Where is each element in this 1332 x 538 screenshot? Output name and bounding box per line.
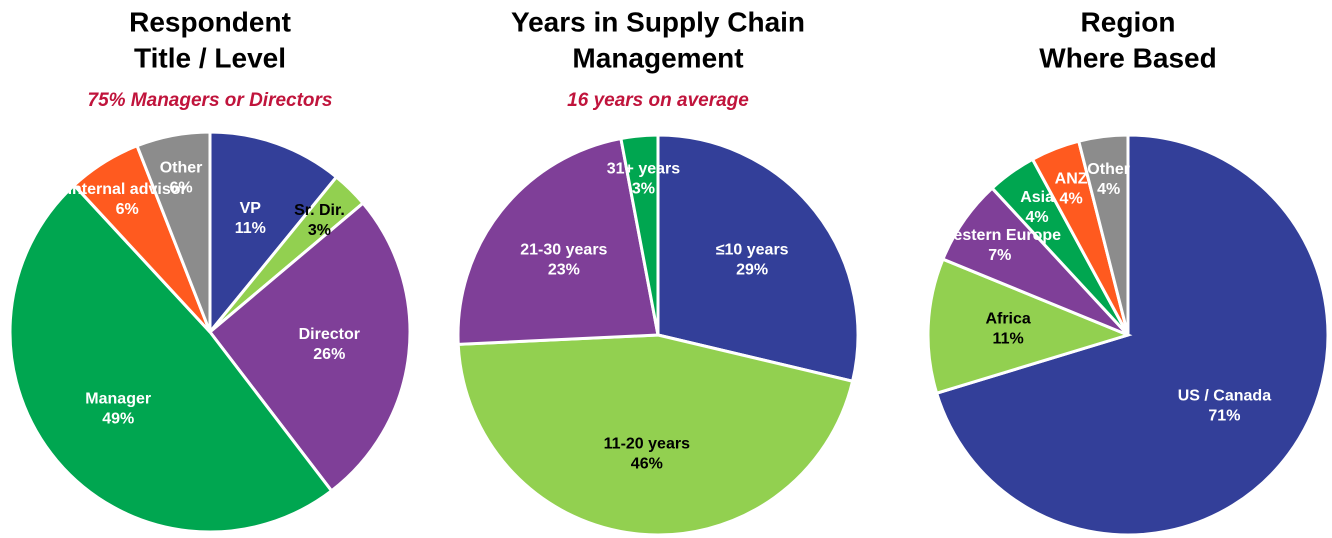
pie-slice [208, 130, 339, 337]
pie-slice [934, 133, 1330, 537]
slice-value-label: 4% [1026, 209, 1049, 226]
pie-slice [926, 257, 1133, 396]
slice-value-label: 29% [736, 262, 768, 279]
slice-label: US / Canada 71% [1178, 388, 1271, 425]
slice-label: VP 11% [235, 200, 266, 237]
slice-label: Western Europe 7% [939, 227, 1062, 264]
slice-label: Manager 49% [85, 391, 151, 428]
slice-category: Western Europe [939, 227, 1062, 244]
pie-slice [135, 130, 212, 333]
slice-label: 11-20 years 46% [604, 436, 690, 473]
pie-slice [456, 136, 660, 346]
slice-category: US / Canada [1178, 388, 1271, 405]
slice-label: ANZ 4% [1055, 171, 1088, 208]
slice-label: Director 26% [299, 326, 360, 363]
slice-value-label: 23% [548, 262, 580, 279]
pie-slice [207, 201, 412, 493]
slice-label: Asia 4% [1020, 189, 1054, 226]
slice-value-label: 4% [1060, 191, 1083, 208]
slice-value-label: 3% [632, 181, 655, 198]
slice-label: 21-30 years 23% [520, 242, 607, 279]
slice-category: Asia [1020, 189, 1054, 206]
slice-category: 11-20 years [604, 436, 690, 453]
slice-value-label: 7% [988, 247, 1011, 264]
chart-title: Management [572, 42, 743, 73]
slice-label: Other 6% [160, 160, 203, 197]
slice-value-label: 6% [169, 180, 192, 197]
chart-title: Respondent [129, 6, 291, 37]
slice-label: Internal advisor 6% [68, 181, 187, 218]
slice-value-label: 26% [313, 346, 345, 363]
slice-value-label: 4% [1097, 181, 1120, 198]
slice-category: 21-30 years [520, 242, 607, 259]
slice-value-label: 11% [993, 331, 1024, 348]
slice-value-label: 71% [1208, 408, 1240, 425]
chart-title: Where Based [1039, 42, 1216, 73]
slice-value-label: 46% [631, 456, 663, 473]
slice-label: Other 4% [1087, 161, 1130, 198]
pie-slice [456, 333, 855, 537]
slice-category: Other [160, 160, 203, 177]
chart-title: Region [1081, 6, 1176, 37]
slice-category: ≤10 years [716, 242, 789, 259]
slice-category: Manager [85, 391, 151, 408]
pie-slice [656, 133, 860, 384]
slice-category: 31+ years [607, 161, 681, 178]
slice-value-label: 3% [308, 222, 331, 239]
slice-label: Africa 11% [985, 311, 1030, 348]
slice-value-label: 6% [116, 201, 139, 218]
slice-category: VP [240, 200, 262, 217]
slice-category: ANZ [1055, 171, 1088, 188]
slice-value-label: 11% [235, 220, 266, 237]
slice-category: Internal advisor [68, 181, 187, 198]
slice-label: ≤10 years 29% [716, 242, 789, 279]
pie-slice [1076, 133, 1130, 336]
slice-label: 31+ years 3% [607, 161, 681, 198]
pie-slice [8, 183, 334, 534]
chart-subtitle: 75% Managers or Directors [88, 90, 333, 111]
slice-category: Africa [985, 311, 1030, 328]
slice-category: Sr. Dir. [294, 202, 345, 219]
pie-slice [619, 133, 660, 336]
slice-label: Sr. Dir. 3% [294, 202, 345, 239]
slice-category: Other [1087, 161, 1130, 178]
chart-title: Title / Level [134, 42, 286, 73]
slice-category: Director [299, 326, 360, 343]
chart-title: Years in Supply Chain [511, 6, 805, 37]
chart-subtitle: 16 years on average [567, 90, 749, 111]
slice-value-label: 49% [102, 411, 134, 428]
